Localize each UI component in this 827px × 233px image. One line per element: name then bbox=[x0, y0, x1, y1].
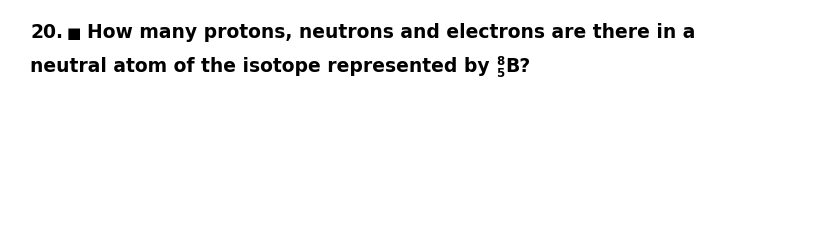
Text: 5: 5 bbox=[495, 67, 504, 80]
Text: neutral atom of the isotope represented by: neutral atom of the isotope represented … bbox=[30, 57, 495, 76]
Text: ■: ■ bbox=[67, 26, 81, 41]
Text: 20.: 20. bbox=[30, 23, 63, 42]
Text: How many protons, neutrons and electrons are there in a: How many protons, neutrons and electrons… bbox=[88, 23, 695, 42]
Text: 8: 8 bbox=[495, 55, 504, 68]
Text: B?: B? bbox=[504, 57, 530, 76]
